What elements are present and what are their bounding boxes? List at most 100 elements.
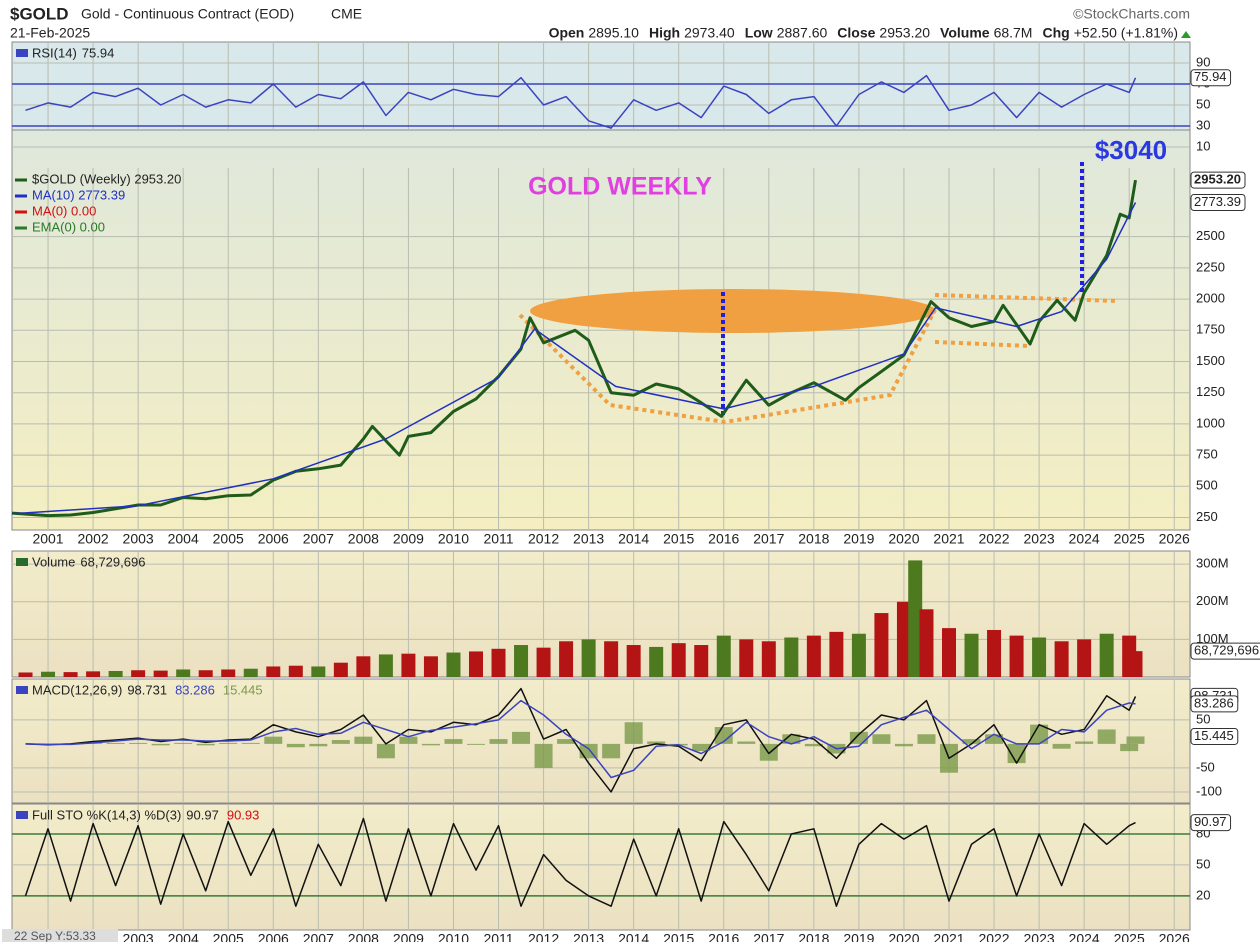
volume-bar [1032, 638, 1046, 677]
volume-bar [829, 632, 843, 677]
volume-bar [762, 641, 776, 677]
histogram-bar [107, 743, 125, 744]
x-tick-label: 2021 [933, 931, 964, 942]
x-tick-label: 2004 [168, 931, 199, 942]
volume-bar [221, 669, 235, 677]
x-tick-label: 2023 [1024, 931, 1055, 942]
x-tick-label: 2024 [1069, 531, 1100, 547]
y-tick-label: 50 [1196, 711, 1210, 726]
volume-bar [41, 672, 55, 677]
x-tick-label: 2016 [708, 531, 739, 547]
sto-panel [12, 804, 1190, 930]
x-tick-label: 2023 [1024, 531, 1055, 547]
x-tick-label: 2012 [528, 931, 559, 942]
value-label: 75.94 [1194, 69, 1227, 84]
x-tick-label: 2002 [78, 531, 109, 547]
value-label: 2773.39 [1194, 194, 1241, 209]
volume-bar [244, 669, 258, 677]
y-tick-label: 1000 [1196, 415, 1225, 430]
x-tick-label: 2021 [933, 531, 964, 547]
header: $GOLD Gold - Continuous Contract (EOD) C… [10, 4, 1191, 40]
x-tick-label: 2008 [348, 931, 379, 942]
quote-label: High [649, 25, 680, 41]
histogram-bar [152, 744, 170, 745]
annotation: $3040 [1095, 135, 1167, 165]
x-tick-label: 2018 [798, 931, 829, 942]
volume-bar [627, 645, 641, 677]
histogram-bar [1126, 736, 1144, 743]
legend-value: 75.94 [82, 45, 115, 60]
macd-panel [12, 679, 1190, 803]
legend-entry: MA(10) 2773.39 [32, 187, 125, 202]
y-tick-label: 1500 [1196, 353, 1225, 368]
volume-bar [446, 653, 460, 677]
volume-bar [672, 643, 686, 677]
volume-bar [356, 656, 370, 677]
histogram-bar [287, 744, 305, 747]
cursor-label: 22 Sep Y:53.33 [14, 929, 96, 942]
legend-title: Full STO %K(14,3) %D(3) [32, 807, 181, 822]
histogram-bar [174, 743, 192, 744]
histogram-bar [129, 743, 147, 744]
quote-label: Close [837, 25, 875, 41]
y-tick-label: 10 [1196, 138, 1210, 153]
volume-bar [311, 666, 325, 677]
legend-title: RSI(14) [32, 45, 77, 60]
x-tick-label: 2007 [303, 531, 334, 547]
y-tick-label: -100 [1196, 783, 1222, 798]
histogram-bar [399, 737, 417, 744]
histogram-bar [1075, 741, 1093, 743]
volume-bar [874, 613, 888, 677]
x-tick-label: 2020 [888, 531, 919, 547]
rsi-panel [12, 42, 1190, 130]
histogram-bar [872, 734, 890, 744]
y-tick-label: 1250 [1196, 384, 1225, 399]
histogram-bar [467, 744, 485, 745]
histogram-bar [490, 739, 508, 744]
y-tick-label: 2500 [1196, 228, 1225, 243]
legend-value: 15.445 [223, 682, 263, 697]
volume-bar [987, 630, 1001, 677]
histogram-bar [354, 737, 372, 744]
value-label: 2953.20 [1194, 172, 1241, 187]
volume-bar [694, 645, 708, 677]
y-tick-label: 750 [1196, 447, 1218, 462]
x-tick-label: 2010 [438, 531, 469, 547]
x-tick-label: 2011 [483, 931, 513, 942]
histogram-bar [332, 740, 350, 744]
volume-bar [424, 656, 438, 677]
x-tick-label: 2011 [483, 531, 513, 547]
legend-title: MACD(12,26,9) [32, 682, 122, 697]
y-tick-label: 90 [1196, 54, 1210, 69]
volume-bar [334, 663, 348, 677]
x-tick-label: 2013 [573, 531, 604, 547]
volume-bar [919, 609, 933, 677]
histogram-bar [1053, 744, 1071, 749]
x-tick-label: 2007 [303, 931, 334, 942]
x-tick-label: 2015 [663, 531, 694, 547]
volume-bar [1055, 641, 1069, 677]
volume-bar [131, 670, 145, 677]
exchange: CME [331, 6, 362, 22]
volume-bar [852, 634, 866, 677]
x-tick-label: 2020 [888, 931, 919, 942]
y-tick-label: 50 [1196, 96, 1210, 111]
volume-bar [86, 671, 100, 677]
volume-bar [289, 666, 303, 677]
legend-value: 90.93 [227, 807, 260, 822]
volume-bar [266, 666, 280, 677]
y-tick-label: 300M [1196, 556, 1229, 571]
quote-value: +52.50 (+1.81%) [1074, 25, 1178, 41]
x-tick-label: 2005 [213, 531, 244, 547]
value-label: 83.286 [1194, 695, 1234, 710]
x-tick-label: 2001 [32, 531, 63, 547]
volume-bar [19, 672, 33, 677]
histogram-bar [1098, 729, 1116, 743]
y-tick-label: 250 [1196, 509, 1218, 524]
histogram-bar [917, 734, 935, 744]
x-tick-label: 2015 [663, 931, 694, 942]
symbol: $GOLD [10, 4, 69, 23]
value-label: 15.445 [1194, 728, 1234, 743]
histogram-bar [242, 743, 260, 744]
